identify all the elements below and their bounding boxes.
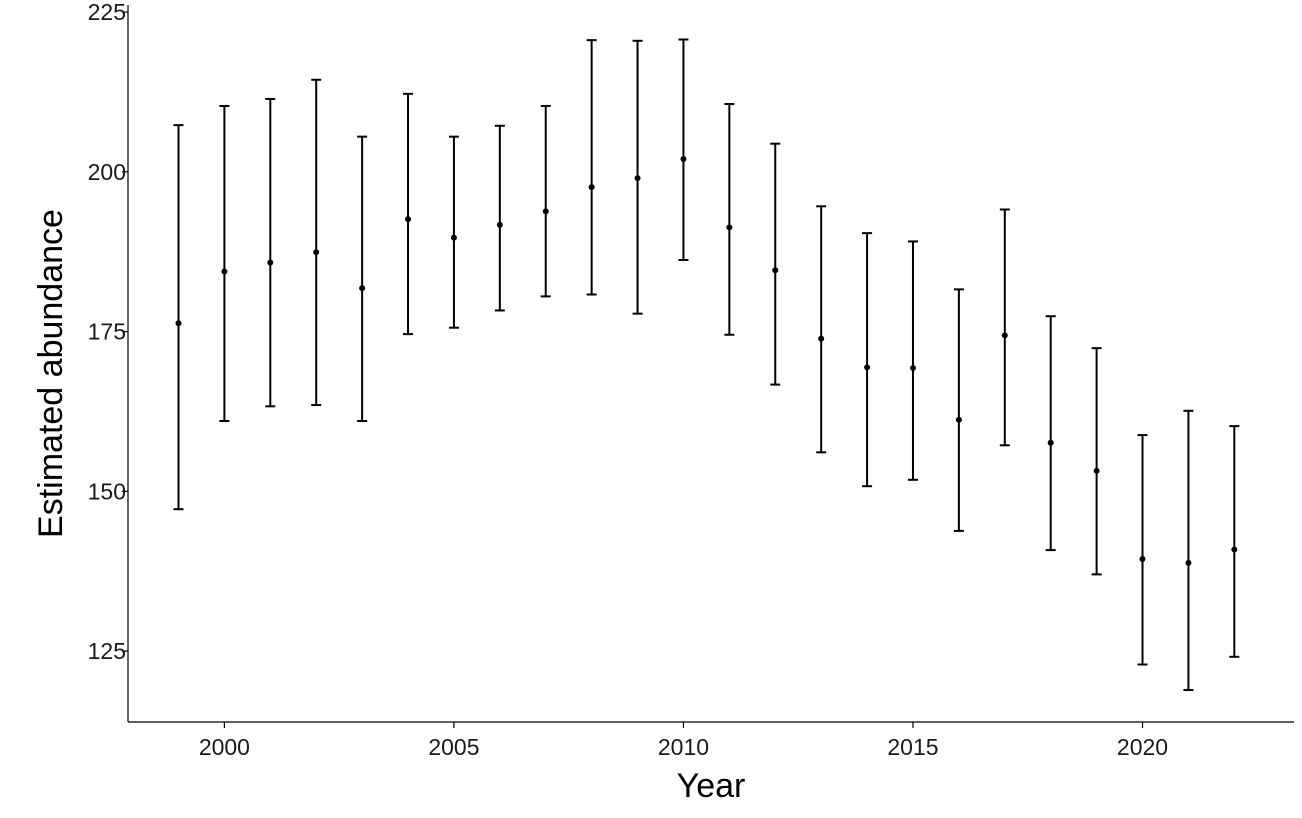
x-tick-label: 2000 [199, 734, 250, 760]
estimate-point [680, 156, 687, 163]
error-bar-2003 [357, 135, 368, 423]
error-bar-2013 [816, 205, 827, 454]
estimate-point [955, 416, 962, 423]
estimate-point [909, 364, 916, 371]
estimate-point [1139, 556, 1146, 563]
estimate-point [313, 249, 320, 256]
y-tick-label: 225 [88, 0, 126, 25]
estimate-point [405, 216, 412, 223]
error-bar-2017 [999, 208, 1010, 447]
error-bar-2022 [1229, 425, 1240, 658]
y-tick-label: 150 [88, 478, 126, 504]
estimate-point [818, 335, 825, 342]
error-bar-2012 [770, 142, 781, 386]
error-bar-2009 [632, 39, 643, 315]
estimate-point [542, 208, 549, 215]
estimate-point [221, 268, 228, 275]
estimate-point [1185, 559, 1192, 566]
error-bar-2007 [540, 104, 551, 298]
error-bar-2002 [311, 78, 322, 407]
y-tick-label: 200 [88, 159, 126, 185]
estimate-point [1093, 467, 1100, 474]
error-bar-2011 [724, 103, 735, 336]
estimate-point [267, 259, 274, 266]
estimate-point [450, 234, 457, 241]
error-bar-2000 [219, 104, 230, 423]
y-tick-label: 125 [88, 638, 126, 664]
error-bar-2010 [678, 38, 689, 261]
error-bar-1999 [173, 124, 184, 511]
error-bar-2016 [953, 288, 964, 532]
estimate-point [496, 221, 503, 228]
estimate-point [772, 267, 779, 274]
y-axis-title: Estimated abundance [32, 209, 70, 538]
estimate-point [864, 364, 871, 371]
estimate-point [634, 175, 641, 182]
y-axis-ticks: 125 150 175 200 225 [88, 0, 128, 664]
error-bar-2014 [862, 232, 873, 488]
estimate-point [588, 184, 595, 191]
error-bar-2019 [1091, 347, 1102, 576]
x-axis-ticks: 2000 2005 2010 2015 2020 [199, 722, 1168, 760]
error-bar-2001 [265, 97, 276, 408]
estimate-point [1047, 439, 1054, 446]
error-bar-2006 [494, 124, 505, 312]
error-bar-2005 [448, 135, 459, 329]
estimate-point [726, 224, 733, 231]
error-bar-2015 [907, 240, 918, 481]
x-tick-label: 2005 [428, 734, 479, 760]
error-bar-2021 [1183, 409, 1194, 692]
estimate-point [1231, 546, 1238, 553]
error-bar-2008 [586, 39, 597, 296]
x-tick-label: 2015 [887, 734, 938, 760]
error-bar-2018 [1045, 315, 1056, 552]
error-bar-2020 [1137, 434, 1148, 666]
x-tick-label: 2020 [1117, 734, 1168, 760]
estimate-point [175, 320, 182, 327]
estimate-point [1001, 332, 1008, 339]
x-axis-title: Year [677, 767, 746, 805]
estimate-point [359, 285, 366, 292]
y-tick-label: 175 [88, 319, 126, 345]
error-bar-2004 [403, 92, 414, 336]
x-tick-label: 2010 [658, 734, 709, 760]
estimate-series [173, 38, 1240, 692]
